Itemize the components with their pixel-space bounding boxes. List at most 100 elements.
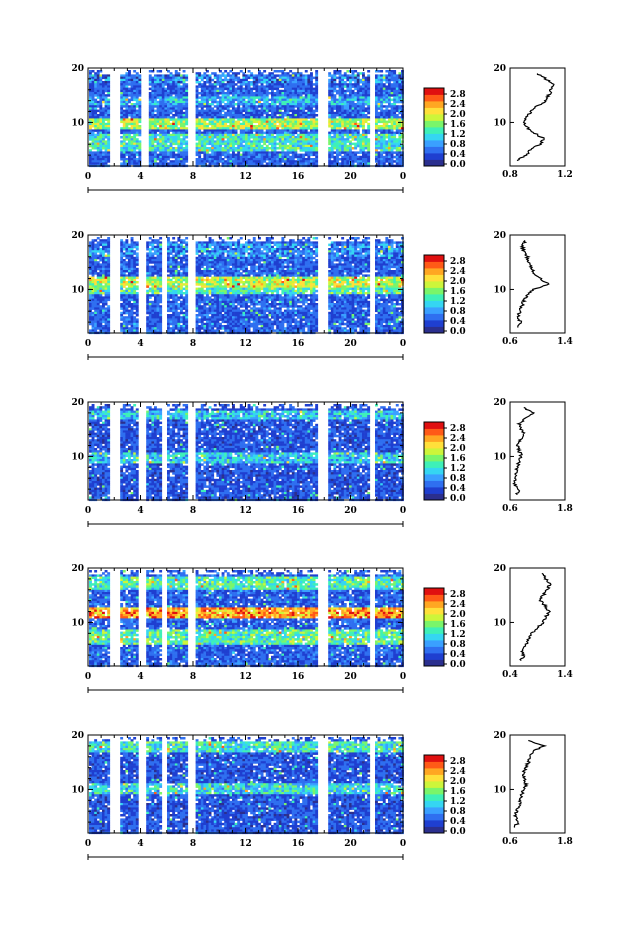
heatmap-cell — [94, 94, 97, 97]
heatmap-cell — [242, 96, 245, 99]
heatmap-cell — [154, 134, 157, 137]
heatmap-cell — [248, 147, 251, 150]
heatmap-cell — [203, 156, 206, 159]
heatmap-cell — [97, 101, 100, 104]
heatmap-cell — [242, 101, 245, 104]
heatmap-cell — [94, 110, 97, 113]
heatmap-cell — [237, 154, 240, 157]
heatmap-cell — [136, 92, 139, 95]
heatmap-cell — [136, 72, 139, 75]
heatmap-cell — [219, 125, 222, 128]
heatmap-cell — [123, 127, 126, 130]
heatmap-cell — [162, 99, 165, 102]
heatmap-cell — [92, 154, 95, 157]
heatmap-cell — [209, 74, 212, 77]
heatmap-cell — [219, 92, 222, 95]
heatmap-cell — [211, 162, 214, 165]
heatmap-cell — [138, 107, 141, 110]
panel-1: 20100 4 8 12 16 20 00.00.40.81.21.62.02.42.820… — [71, 64, 572, 193]
heatmap-cell — [203, 116, 206, 119]
heatmap-cell — [214, 134, 217, 137]
heatmap-cell — [94, 90, 97, 93]
heatmap-cell — [235, 154, 238, 157]
heatmap-cell — [92, 143, 95, 146]
heatmap-cell — [107, 116, 110, 119]
heatmap-cell — [89, 138, 92, 141]
heatmap-cell — [170, 143, 173, 146]
heatmap-cell — [235, 162, 238, 165]
heatmap-cell — [125, 125, 128, 128]
heatmap-cell — [89, 123, 92, 126]
heatmap-cell — [162, 96, 165, 99]
heatmap-cell — [136, 110, 139, 113]
heatmap-cell — [229, 136, 232, 139]
heatmap-cell — [105, 107, 108, 110]
heatmap-cell — [92, 90, 95, 93]
heatmap-cell — [167, 110, 170, 113]
heatmap-cell — [203, 105, 206, 108]
heatmap-cell — [206, 147, 209, 150]
heatmap-cell — [209, 90, 212, 93]
heatmap-cell — [105, 99, 108, 102]
heatmap-cell — [237, 160, 240, 163]
heatmap-cell — [128, 81, 131, 84]
heatmap-cell — [154, 154, 157, 157]
heatmap-cell — [232, 147, 235, 150]
heatmap-cell — [97, 92, 100, 95]
heatmap-cell — [211, 138, 214, 141]
heatmap-cell — [227, 129, 230, 132]
heatmap-cell — [133, 129, 136, 132]
heatmap-cell — [177, 81, 180, 84]
heatmap-cell — [177, 94, 180, 97]
heatmap-cell — [102, 158, 105, 161]
heatmap-cell — [149, 94, 152, 97]
heatmap-cell — [149, 138, 152, 141]
heatmap-cell — [209, 156, 212, 159]
heatmap-cell — [245, 92, 248, 95]
heatmap-cell — [177, 114, 180, 117]
heatmap-cell — [125, 72, 128, 75]
heatmap-cell — [175, 90, 178, 93]
heatmap-cell — [167, 90, 170, 93]
heatmap-cell — [245, 158, 248, 161]
heatmap-cell — [149, 70, 152, 73]
heatmap-cell — [94, 74, 97, 77]
heatmap-cell — [214, 116, 217, 119]
heatmap-cell — [216, 101, 219, 104]
heatmap-cell — [159, 107, 162, 110]
heatmap-cell — [102, 85, 105, 88]
heatmap-cell — [235, 160, 238, 163]
heatmap-cell — [235, 140, 238, 143]
heatmap-cell — [175, 110, 178, 113]
heatmap-cell — [175, 154, 178, 157]
heatmap-cell — [211, 72, 214, 75]
heatmap-cell — [92, 158, 95, 161]
heatmap-cell — [149, 147, 152, 150]
heatmap-cell — [164, 88, 167, 91]
heatmap-cell — [105, 77, 108, 80]
heatmap-cell — [198, 127, 201, 130]
heatmap-cell — [107, 121, 110, 124]
heatmap-cell — [183, 132, 186, 135]
heatmap-cell — [162, 81, 165, 84]
heatmap-cell — [170, 81, 173, 84]
heatmap-cell — [170, 162, 173, 165]
heatmap-cell — [180, 81, 183, 84]
heatmap-cell — [201, 107, 204, 110]
heatmap-cell — [138, 143, 141, 146]
heatmap-cell — [133, 123, 136, 126]
heatmap-cell — [227, 103, 230, 106]
heatmap-cell — [203, 92, 206, 95]
heatmap-cell — [133, 160, 136, 163]
heatmap-cell — [94, 160, 97, 163]
heatmap-cell — [240, 92, 243, 95]
heatmap-cell — [123, 101, 126, 104]
heatmap-cell — [136, 74, 139, 77]
heatmap-cell — [175, 103, 178, 106]
heatmap-cell — [120, 116, 123, 119]
heatmap-cell — [170, 79, 173, 82]
heatmap-cell — [149, 136, 152, 139]
heatmap-cell — [219, 143, 222, 146]
heatmap-cell — [237, 90, 240, 93]
heatmap-cell — [219, 156, 222, 159]
